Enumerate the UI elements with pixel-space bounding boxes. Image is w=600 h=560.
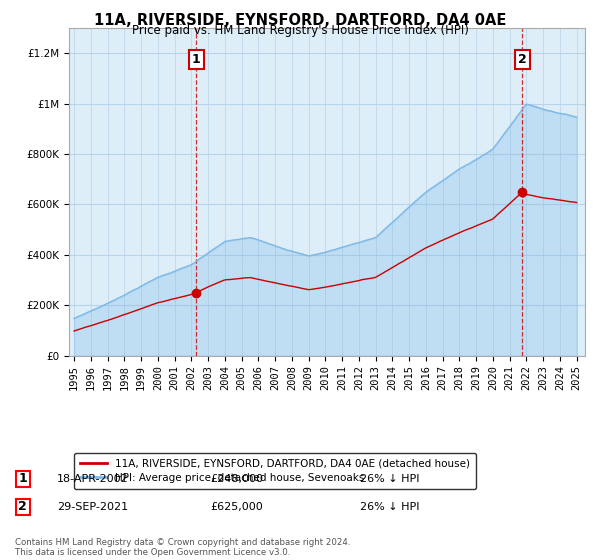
Text: 26% ↓ HPI: 26% ↓ HPI	[360, 502, 419, 512]
Text: 11A, RIVERSIDE, EYNSFORD, DARTFORD, DA4 0AE: 11A, RIVERSIDE, EYNSFORD, DARTFORD, DA4 …	[94, 13, 506, 28]
Text: Contains HM Land Registry data © Crown copyright and database right 2024.
This d: Contains HM Land Registry data © Crown c…	[15, 538, 350, 557]
Text: Price paid vs. HM Land Registry's House Price Index (HPI): Price paid vs. HM Land Registry's House …	[131, 24, 469, 36]
Text: £248,000: £248,000	[210, 474, 263, 484]
Text: 18-APR-2002: 18-APR-2002	[57, 474, 129, 484]
Text: 1: 1	[192, 53, 200, 66]
Text: £625,000: £625,000	[210, 502, 263, 512]
Text: 26% ↓ HPI: 26% ↓ HPI	[360, 474, 419, 484]
Text: 29-SEP-2021: 29-SEP-2021	[57, 502, 128, 512]
Text: 2: 2	[518, 53, 527, 66]
Text: 2: 2	[19, 500, 27, 514]
Legend: 11A, RIVERSIDE, EYNSFORD, DARTFORD, DA4 0AE (detached house), HPI: Average price: 11A, RIVERSIDE, EYNSFORD, DARTFORD, DA4 …	[74, 452, 476, 489]
Text: 1: 1	[19, 472, 27, 486]
